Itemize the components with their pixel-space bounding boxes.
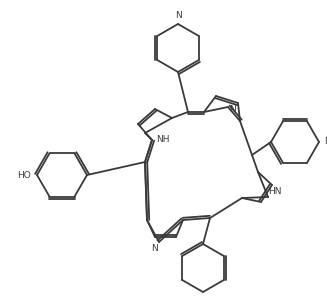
Text: N: N <box>152 244 158 253</box>
Text: N: N <box>229 105 236 115</box>
Text: N: N <box>175 11 181 20</box>
Text: NH: NH <box>156 136 169 144</box>
Text: N: N <box>324 138 327 147</box>
Text: HN: HN <box>268 187 282 197</box>
Text: HO: HO <box>17 170 31 179</box>
